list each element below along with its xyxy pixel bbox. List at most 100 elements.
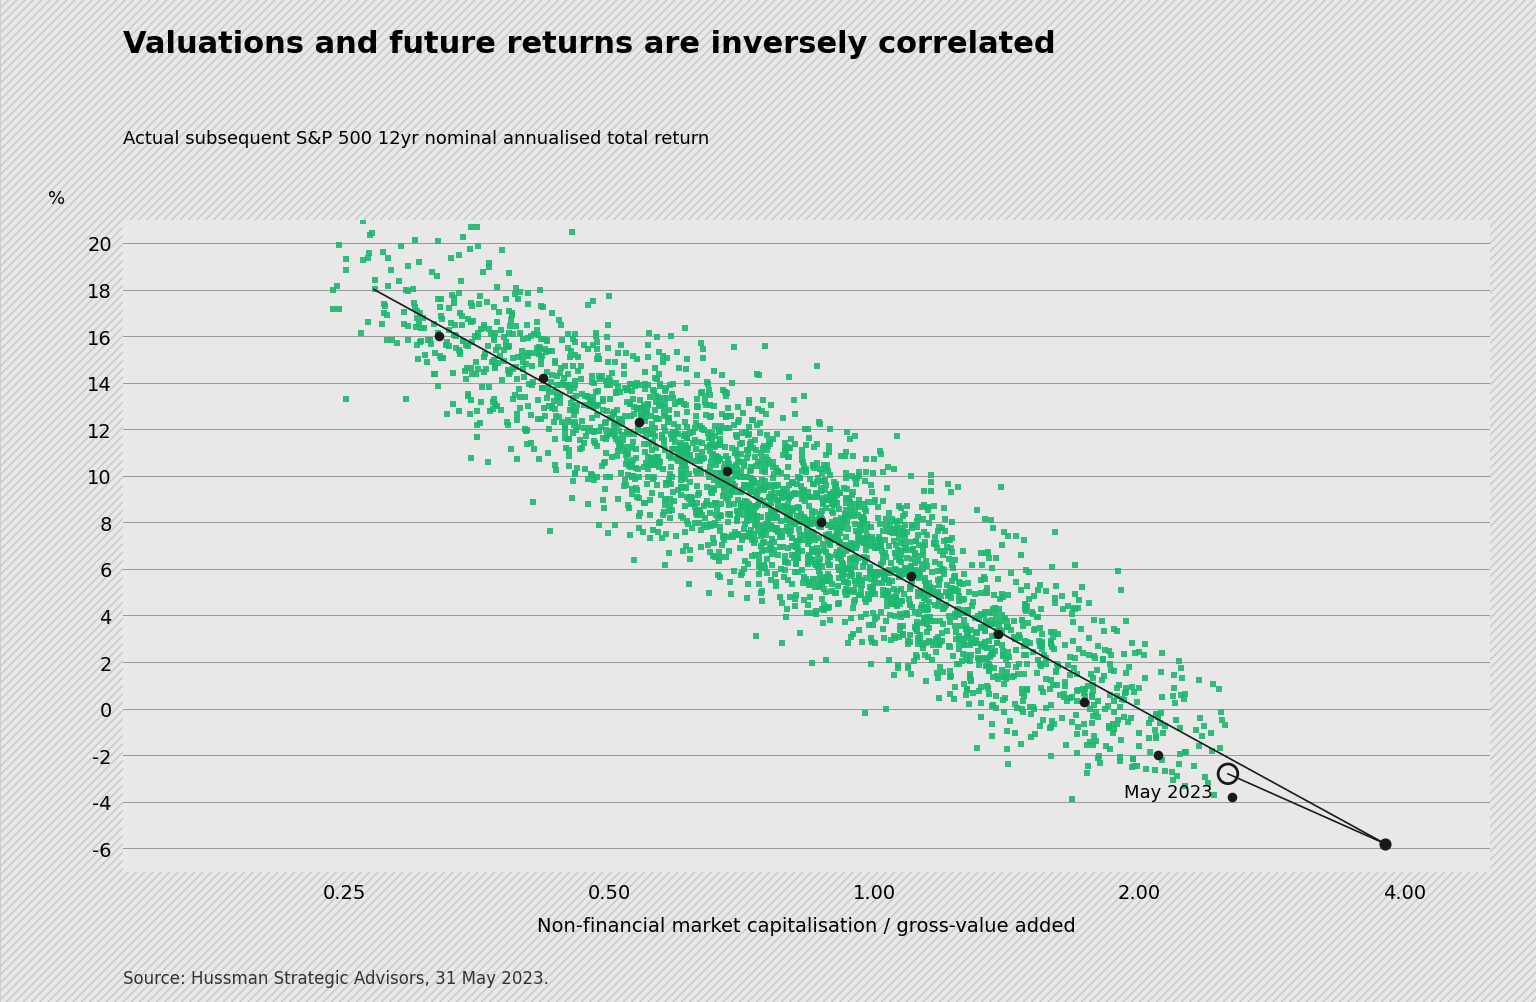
Point [882, 667, 906, 683]
Point [604, 432, 628, 448]
Point [899, 543, 923, 559]
Point [631, 423, 656, 439]
Point [662, 396, 687, 412]
Point [989, 662, 1014, 678]
Point [464, 367, 488, 383]
Point [498, 442, 522, 458]
Point [759, 487, 783, 503]
Point [651, 406, 676, 422]
Point [717, 507, 742, 523]
Point [593, 431, 617, 447]
Point [848, 509, 872, 525]
Point [1060, 614, 1084, 630]
Point [846, 500, 871, 516]
Point [576, 298, 601, 314]
Point [895, 660, 920, 676]
Point [765, 523, 790, 539]
Point [699, 518, 723, 534]
Point [802, 505, 826, 521]
Point [811, 515, 836, 531]
Point [487, 305, 511, 321]
Point [814, 447, 839, 463]
Point [954, 630, 978, 646]
Point [1081, 648, 1106, 664]
Point [674, 481, 699, 497]
Point [992, 704, 1017, 720]
Point [839, 610, 863, 626]
Point [851, 516, 876, 532]
Point [1086, 693, 1111, 709]
Point [1189, 728, 1213, 744]
Point [585, 352, 610, 368]
Point [1028, 656, 1052, 672]
Point [677, 467, 702, 483]
Point [938, 484, 963, 500]
Point [458, 392, 482, 408]
Point [670, 463, 694, 479]
Point [986, 601, 1011, 617]
Point [733, 516, 757, 532]
Point [783, 591, 808, 607]
Point [888, 596, 912, 612]
Point [558, 458, 582, 474]
Point [788, 532, 813, 548]
Point [705, 477, 730, 493]
Point [465, 429, 490, 445]
Point [737, 393, 762, 409]
Point [484, 396, 508, 412]
Text: Valuations and future returns are inversely correlated: Valuations and future returns are invers… [123, 30, 1055, 59]
Point [783, 516, 808, 532]
Point [1187, 710, 1212, 726]
Point [920, 584, 945, 600]
Point [1020, 644, 1044, 660]
Point [468, 289, 493, 305]
Point [786, 564, 811, 580]
Point [871, 587, 895, 603]
Point [627, 508, 651, 524]
Point [633, 365, 657, 381]
Point [957, 666, 982, 682]
Point [691, 423, 716, 439]
Point [760, 546, 785, 562]
Point [759, 495, 783, 511]
Point [567, 350, 591, 366]
Point [1001, 613, 1026, 629]
Point [703, 516, 728, 532]
Point [680, 435, 705, 451]
Point [746, 553, 771, 569]
Point [379, 263, 404, 279]
Point [1081, 683, 1106, 699]
Point [637, 390, 662, 406]
Point [952, 676, 977, 692]
Point [874, 613, 899, 629]
Point [1081, 670, 1106, 686]
Point [770, 530, 794, 546]
Point [968, 652, 992, 668]
Point [912, 524, 937, 540]
Point [596, 355, 621, 371]
Point [846, 534, 871, 550]
Point [459, 450, 484, 466]
Point [700, 449, 725, 465]
Point [598, 374, 622, 390]
Point [710, 474, 734, 490]
Point [926, 637, 951, 653]
Point [852, 552, 877, 568]
Point [558, 378, 582, 394]
Point [854, 606, 879, 622]
Point [914, 673, 938, 689]
Point [952, 605, 977, 621]
Point [565, 460, 590, 476]
Point [641, 453, 665, 469]
Point [651, 401, 676, 417]
Point [561, 403, 585, 419]
Point [516, 346, 541, 362]
Point [983, 687, 1008, 703]
Point [742, 535, 766, 551]
Point [634, 429, 659, 445]
Point [442, 318, 467, 334]
Point [790, 478, 814, 494]
Point [591, 431, 616, 447]
Point [690, 452, 714, 468]
Point [1207, 681, 1232, 697]
